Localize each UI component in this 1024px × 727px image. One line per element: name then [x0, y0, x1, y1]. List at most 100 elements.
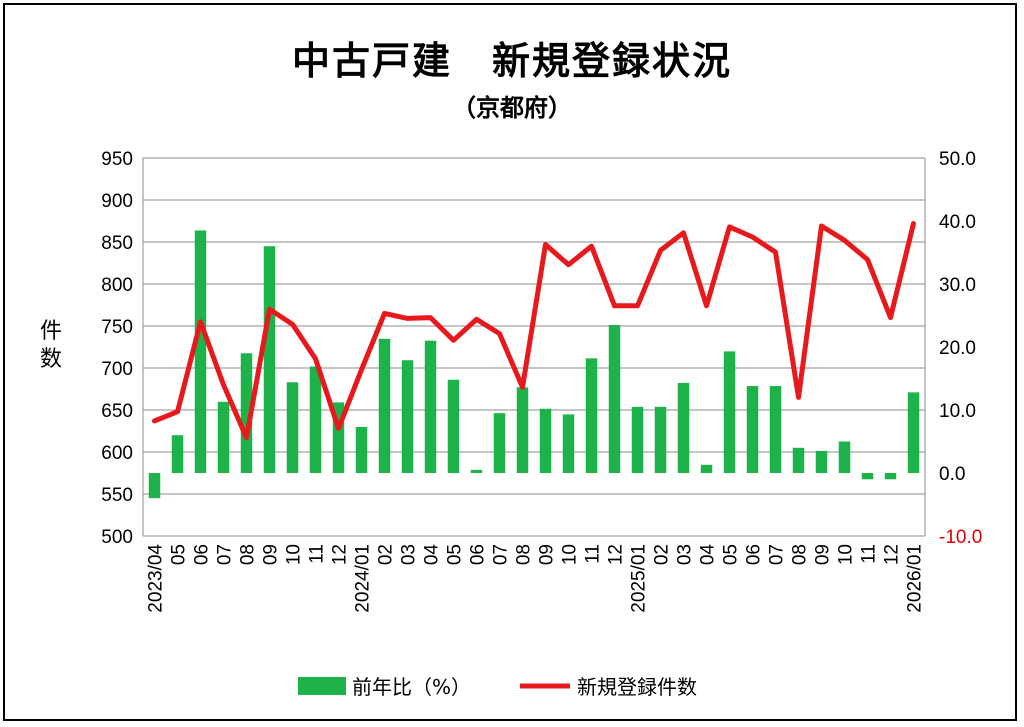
- bar: [631, 406, 644, 473]
- x-tick-label: 10: [560, 544, 581, 565]
- x-tick-label: 12: [330, 544, 351, 565]
- x-tick-label: 03: [675, 544, 696, 565]
- chart-title: 中古戸建 新規登録状況: [291, 39, 732, 83]
- x-tick-label: 12: [882, 544, 903, 565]
- bar: [562, 414, 575, 473]
- bar: [677, 382, 690, 473]
- y-tick-label-left: 750: [101, 317, 133, 338]
- x-tick-label: 06: [468, 544, 489, 565]
- y-tick-label-right: 50.0: [939, 149, 976, 170]
- bar: [792, 447, 805, 473]
- bar-series: [148, 230, 920, 499]
- bar: [585, 358, 598, 473]
- bar: [907, 392, 920, 473]
- x-tick-label: 08: [238, 544, 259, 565]
- x-tick-label: 11: [307, 544, 328, 564]
- bar: [539, 408, 552, 473]
- bar: [769, 386, 782, 473]
- bar: [654, 406, 667, 473]
- y-tick-label-right: 10.0: [939, 401, 976, 422]
- y-tick-label-left: 700: [101, 359, 133, 380]
- bar: [861, 473, 874, 480]
- y-tick-label-left: 800: [101, 275, 133, 296]
- y-ticks-left: 500 550 600 650 700 750 800 850 900 950: [101, 149, 133, 548]
- y-tick-label-left: 950: [101, 149, 133, 170]
- y-tick-label-left: 900: [101, 191, 133, 212]
- x-tick-label: 2025/01: [629, 544, 650, 613]
- y-tick-label-left: 550: [101, 485, 133, 506]
- y-tick-label-right: -10.0: [939, 527, 982, 548]
- x-tick-label: 2026/01: [905, 544, 926, 613]
- x-tick-label: 07: [491, 544, 512, 565]
- x-ticks: 2023/04 05 06 07 08 09 10 11 12 2024/01 02 03 04 05 06…: [146, 544, 926, 613]
- bar: [470, 469, 483, 473]
- bar: [263, 246, 276, 473]
- x-tick-label: 08: [514, 544, 535, 565]
- x-tick-label: 05: [445, 544, 466, 565]
- bar: [447, 379, 460, 473]
- x-tick-label: 05: [721, 544, 742, 565]
- x-tick-label: 02: [376, 544, 397, 565]
- bar: [240, 353, 253, 473]
- x-tick-label: 09: [537, 544, 558, 565]
- x-tick-label: 06: [744, 544, 765, 565]
- x-tick-label: 03: [399, 544, 420, 565]
- x-tick-label: 09: [813, 544, 834, 565]
- bar: [884, 473, 897, 480]
- y-tick-label-right: 20.0: [939, 338, 976, 359]
- x-tick-label: 09: [261, 544, 282, 565]
- bar: [723, 351, 736, 473]
- bar: [608, 324, 621, 473]
- line-series: [152, 221, 916, 441]
- y-tick-label-left: 650: [101, 401, 133, 422]
- bar: [700, 464, 713, 473]
- bar: [401, 360, 414, 473]
- y-tick-label-left: 500: [101, 527, 133, 548]
- y-tick-label-left: 850: [101, 233, 133, 254]
- bar: [516, 387, 529, 473]
- x-tick-label: 11: [859, 544, 880, 564]
- x-tick-label: 06: [192, 544, 213, 565]
- bar: [493, 413, 506, 473]
- y-tick-label-left: 600: [101, 443, 133, 464]
- bar: [838, 441, 851, 473]
- x-tick-label: 05: [169, 544, 190, 565]
- legend-label-bar: 前年比（%）: [352, 675, 471, 699]
- bar: [424, 340, 437, 473]
- x-tick-label: 12: [606, 544, 627, 565]
- x-tick-label: 04: [422, 544, 443, 566]
- bar: [194, 230, 207, 473]
- y-tick-label-right: 0.0: [939, 464, 965, 485]
- bar: [171, 435, 184, 473]
- bar: [746, 386, 759, 473]
- x-tick-label: 02: [652, 544, 673, 565]
- y-axis-label-left: 件数: [39, 319, 62, 372]
- bar: [332, 402, 345, 473]
- x-tick-label: 07: [767, 544, 788, 565]
- bar: [217, 401, 230, 473]
- x-tick-label: 10: [836, 544, 857, 565]
- x-tick-label: 10: [284, 544, 305, 565]
- bar: [378, 338, 391, 473]
- legend: 前年比（%） 新規登録件数: [298, 675, 697, 699]
- line-series-path: [152, 221, 916, 441]
- x-tick-label: 11: [583, 544, 604, 564]
- legend-swatch-bar: [298, 677, 346, 695]
- x-tick-label: 2024/01: [353, 544, 374, 613]
- bar: [355, 427, 368, 473]
- axes: [142, 158, 926, 536]
- legend-label-line: 新規登録件数: [577, 675, 697, 699]
- bar: [815, 450, 828, 473]
- chart-subtitle: （京都府）: [452, 94, 572, 122]
- x-tick-label: 08: [790, 544, 811, 565]
- bar: [309, 366, 322, 473]
- bar: [148, 473, 161, 499]
- y-tick-label-right: 40.0: [939, 212, 976, 233]
- x-tick-label: 2023/04: [146, 544, 167, 613]
- y-ticks-right: -10.0 0.0 10.0 20.0 30.0 40.0 50.0: [939, 149, 982, 548]
- bar: [286, 382, 299, 473]
- x-tick-label: 07: [215, 544, 236, 565]
- x-tick-label: 04: [698, 544, 719, 566]
- y-tick-label-right: 30.0: [939, 275, 976, 296]
